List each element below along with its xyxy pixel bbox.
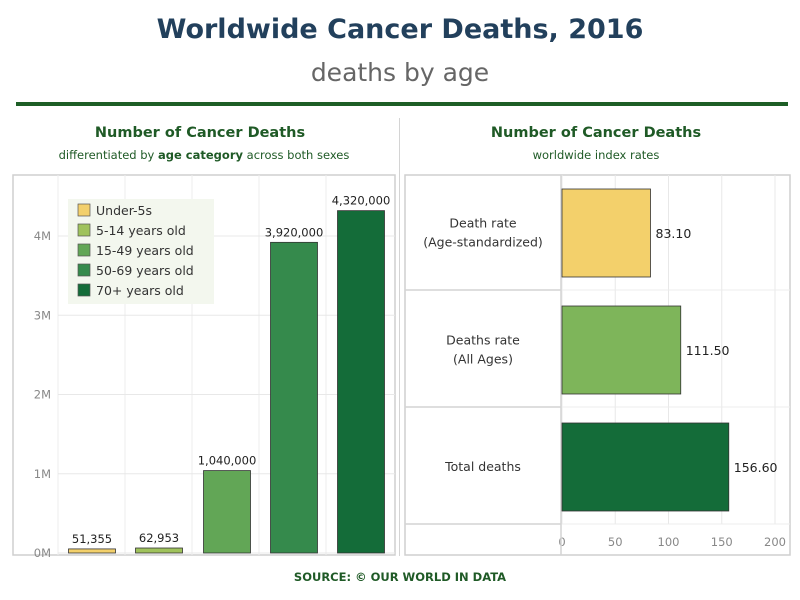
legend-label: Under-5s	[96, 203, 152, 218]
bar-value-label: 1,040,000	[198, 454, 257, 468]
x-tick-label: 50	[608, 535, 623, 549]
legend-label: 70+ years old	[96, 283, 184, 298]
title-divider	[16, 102, 788, 106]
legend-box	[68, 199, 214, 304]
hbar-value-label: 111.50	[686, 343, 730, 358]
hbar-value-label: 83.10	[656, 226, 692, 241]
bar-value-label: 51,355	[72, 532, 112, 546]
legend-swatch	[77, 203, 91, 217]
legend-swatch	[77, 243, 91, 257]
bar-1	[68, 548, 116, 554]
page-subtitle: deaths by age	[310, 58, 490, 87]
x-tick-label: 0	[558, 535, 565, 549]
category-label: Deaths rate	[446, 333, 520, 348]
y-tick-label: 1M	[34, 467, 51, 481]
legend-label: 15-49 years old	[96, 243, 194, 258]
left-chart-subtitle: differentiated by age category across bo…	[58, 148, 350, 162]
bar-value-label: 3,920,000	[265, 225, 324, 239]
y-tick-label: 2M	[34, 388, 51, 402]
category-label: Total deaths	[444, 459, 521, 474]
panel-divider	[399, 118, 400, 556]
source-note: SOURCE: © OUR WORLD IN DATA	[293, 570, 507, 584]
x-tick-label: 150	[711, 535, 733, 549]
legend-label: 50-69 years old	[96, 263, 194, 278]
hbar-3	[561, 422, 730, 512]
left-chart-title: Number of Cancer Deaths	[94, 125, 306, 141]
bar-2	[135, 547, 183, 554]
bar-3	[203, 470, 251, 554]
bar-value-label: 62,953	[139, 531, 179, 545]
y-tick-label: 0M	[34, 546, 51, 560]
legend-swatch	[77, 223, 91, 237]
bar-value-label: 4,320,000	[332, 194, 391, 208]
category-label: (Age-standardized)	[423, 235, 543, 250]
legend-swatch	[77, 283, 91, 297]
y-tick-label: 3M	[34, 308, 51, 322]
x-tick-label: 200	[764, 535, 786, 549]
hbar-1	[561, 188, 651, 278]
right-chart-subtitle: worldwide index rates	[532, 148, 660, 162]
category-label: (All Ages)	[453, 352, 513, 367]
bar-4	[270, 241, 318, 554]
page-title: Worldwide Cancer Deaths, 2016	[156, 14, 644, 45]
legend-swatch	[77, 263, 91, 277]
y-tick-label: 4M	[34, 229, 51, 243]
bar-5	[337, 210, 385, 554]
legend-label: 5-14 years old	[96, 223, 186, 238]
right-chart-title: Number of Cancer Deaths	[490, 125, 702, 141]
hbar-value-label: 156.60	[734, 460, 778, 475]
x-tick-label: 100	[658, 535, 680, 549]
hbar-2	[561, 305, 682, 395]
category-label: Death rate	[449, 216, 516, 231]
